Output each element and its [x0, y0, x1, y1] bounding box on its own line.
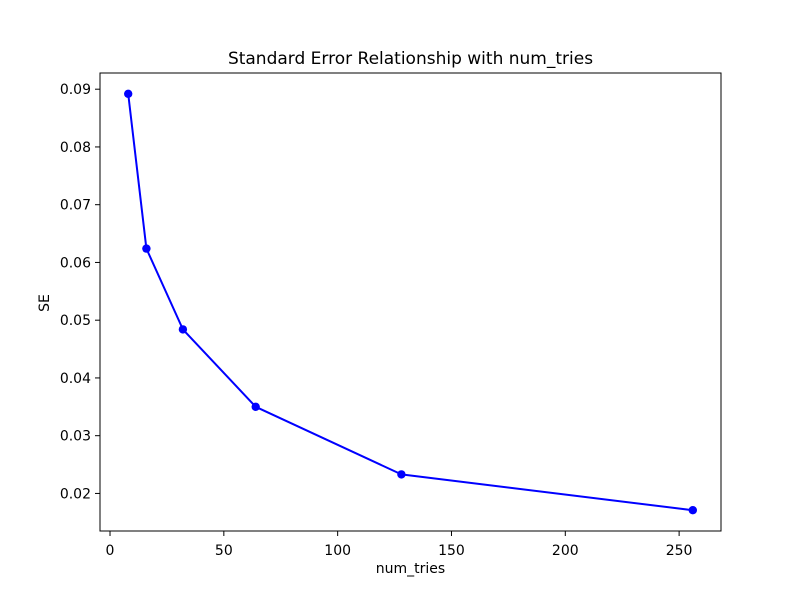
y-tick-label: 0.04	[60, 371, 91, 387]
y-tick-label: 0.05	[60, 313, 91, 329]
x-tick-label: 0	[106, 543, 115, 559]
axes-frame	[99, 72, 722, 532]
x-axis-label: num_tries	[375, 561, 446, 577]
x-tick-label: 50	[215, 543, 233, 559]
y-tick-label: 0.06	[60, 255, 91, 271]
y-tick-label: 0.02	[60, 486, 91, 502]
data-point-marker	[178, 325, 188, 334]
x-tick-label: 200	[552, 543, 579, 559]
x-tick-label: 100	[324, 543, 351, 559]
x-tick-label: 250	[666, 543, 693, 559]
data-point-marker	[124, 89, 133, 99]
x-tick-label: 150	[438, 543, 465, 559]
y-tick-label: 0.07	[60, 198, 91, 214]
series-line	[127, 93, 693, 512]
data-point-marker	[688, 506, 697, 515]
data-point-marker	[397, 470, 406, 479]
y-axis-label: SE	[37, 294, 53, 312]
data-point-marker	[142, 244, 151, 253]
chart-title: Standard Error Relationship with num_tri…	[227, 49, 594, 69]
y-tick-label: 0.03	[60, 429, 91, 445]
data-point-marker	[251, 402, 260, 411]
y-tick-label: 0.08	[60, 140, 91, 156]
y-tick-label: 0.09	[60, 82, 91, 98]
